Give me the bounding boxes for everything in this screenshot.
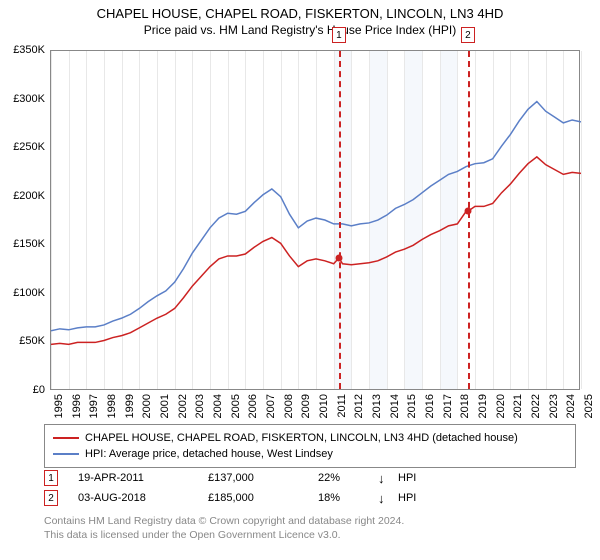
plot-area: 12 <box>50 50 580 390</box>
line-svg <box>51 51 581 391</box>
footer-line-2: This data is licensed under the Open Gov… <box>44 528 404 542</box>
gridline <box>581 51 582 389</box>
marker-dot <box>464 208 471 215</box>
x-tick-label: 1998 <box>106 394 118 418</box>
x-tick-label: 2005 <box>230 394 242 418</box>
table-row: 2 03-AUG-2018 £185,000 18% ↓ HPI <box>44 488 576 508</box>
legend-swatch-price-paid <box>53 437 79 439</box>
cell-price: £185,000 <box>208 492 318 504</box>
ref-marker-box: 1 <box>332 27 346 43</box>
cell-note: HPI <box>398 472 458 484</box>
arrow-down-icon: ↓ <box>378 491 398 506</box>
x-tick-label: 2023 <box>548 394 560 418</box>
sale-table: 1 19-APR-2011 £137,000 22% ↓ HPI 2 03-AU… <box>44 468 576 508</box>
ref-marker-1: 1 <box>44 470 58 486</box>
legend-label-hpi: HPI: Average price, detached house, West… <box>85 448 333 460</box>
x-tick-label: 2022 <box>530 394 542 418</box>
x-tick-label: 2010 <box>318 394 330 418</box>
x-tick-label: 2012 <box>353 394 365 418</box>
legend: CHAPEL HOUSE, CHAPEL ROAD, FISKERTON, LI… <box>44 424 576 468</box>
x-tick-label: 1997 <box>88 394 100 418</box>
x-tick-label: 2008 <box>283 394 295 418</box>
footer-attribution: Contains HM Land Registry data © Crown c… <box>44 514 404 542</box>
y-tick-label: £0 <box>0 384 45 396</box>
table-row: 1 19-APR-2011 £137,000 22% ↓ HPI <box>44 468 576 488</box>
x-tick-label: 2004 <box>212 394 224 418</box>
chart-subtitle: Price paid vs. HM Land Registry's House … <box>0 21 600 41</box>
x-tick-label: 2021 <box>512 394 524 418</box>
ref-marker-box: 2 <box>461 27 475 43</box>
arrow-down-icon: ↓ <box>378 471 398 486</box>
y-tick-label: £250K <box>0 141 45 153</box>
x-tick-label: 2014 <box>389 394 401 418</box>
chart-title: CHAPEL HOUSE, CHAPEL ROAD, FISKERTON, LI… <box>0 0 600 21</box>
cell-pct: 22% <box>318 472 378 484</box>
x-tick-label: 2025 <box>583 394 595 418</box>
marker-dot <box>335 254 342 261</box>
x-tick-label: 1996 <box>71 394 83 418</box>
legend-item-hpi: HPI: Average price, detached house, West… <box>53 446 567 462</box>
series-price-paid <box>51 157 581 344</box>
x-tick-label: 2013 <box>371 394 383 418</box>
ref-line <box>339 51 341 389</box>
x-tick-label: 2016 <box>424 394 436 418</box>
x-tick-label: 2006 <box>247 394 259 418</box>
x-tick-label: 2015 <box>406 394 418 418</box>
series-hpi <box>51 102 581 331</box>
x-tick-label: 1995 <box>53 394 65 418</box>
x-tick-label: 2009 <box>300 394 312 418</box>
legend-label-price-paid: CHAPEL HOUSE, CHAPEL ROAD, FISKERTON, LI… <box>85 432 518 444</box>
footer-line-1: Contains HM Land Registry data © Crown c… <box>44 514 404 528</box>
legend-swatch-hpi <box>53 453 79 455</box>
y-tick-label: £200K <box>0 190 45 202</box>
y-tick-label: £50K <box>0 335 45 347</box>
x-tick-label: 2003 <box>194 394 206 418</box>
y-tick-label: £300K <box>0 93 45 105</box>
x-tick-label: 2017 <box>442 394 454 418</box>
chart-area: 12 1995199619971998199920002001200220032… <box>50 50 580 390</box>
x-tick-label: 2024 <box>565 394 577 418</box>
y-tick-label: £350K <box>0 44 45 56</box>
cell-pct: 18% <box>318 492 378 504</box>
x-tick-label: 2018 <box>459 394 471 418</box>
cell-date: 19-APR-2011 <box>78 472 208 484</box>
legend-item-price-paid: CHAPEL HOUSE, CHAPEL ROAD, FISKERTON, LI… <box>53 430 567 446</box>
cell-note: HPI <box>398 492 458 504</box>
x-tick-label: 2011 <box>336 394 348 418</box>
y-tick-label: £150K <box>0 238 45 250</box>
ref-line <box>468 51 470 389</box>
x-tick-label: 2007 <box>265 394 277 418</box>
x-tick-label: 2001 <box>159 394 171 418</box>
chart-container: CHAPEL HOUSE, CHAPEL ROAD, FISKERTON, LI… <box>0 0 600 560</box>
x-tick-label: 2019 <box>477 394 489 418</box>
cell-price: £137,000 <box>208 472 318 484</box>
x-tick-label: 2000 <box>141 394 153 418</box>
x-tick-label: 2020 <box>495 394 507 418</box>
x-tick-label: 2002 <box>177 394 189 418</box>
y-tick-label: £100K <box>0 287 45 299</box>
x-tick-label: 1999 <box>124 394 136 418</box>
ref-marker-2: 2 <box>44 490 58 506</box>
cell-date: 03-AUG-2018 <box>78 492 208 504</box>
